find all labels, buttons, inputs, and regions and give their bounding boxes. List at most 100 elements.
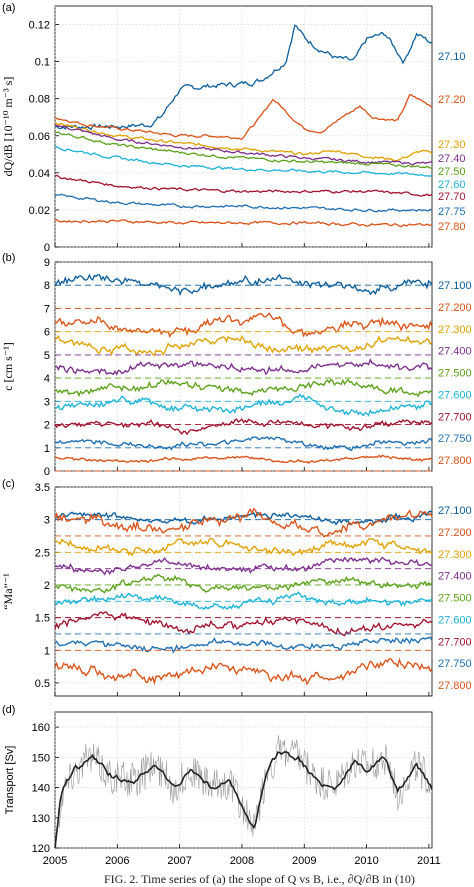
y-tick-label: 6	[44, 327, 50, 339]
series-line-27.70	[54, 174, 433, 197]
legend-label-27.60: 27.600	[438, 389, 472, 401]
series-line-27.60	[54, 145, 433, 177]
series-line-27.80	[54, 657, 433, 686]
y-tick-label: 0	[44, 466, 50, 478]
legend-label-27.60: 27.60	[438, 179, 466, 191]
y-tick-label: 3	[44, 515, 50, 527]
series-line-27.70	[54, 418, 433, 436]
y-tick-label: 2	[44, 420, 50, 432]
x-tick-label: 2010	[354, 855, 378, 867]
legend-label-27.70: 27.70	[438, 191, 466, 203]
panel-d	[54, 711, 433, 849]
legend-label-27.40: 27.40	[438, 153, 466, 165]
y-tick-label: 4	[44, 373, 50, 385]
legend-label-27.40: 27.400	[438, 571, 472, 583]
series-line-27.75	[54, 636, 433, 654]
plot-frame	[54, 5, 433, 248]
panel-label: (b)	[2, 252, 15, 264]
x-tick-label: 2006	[105, 855, 129, 867]
y-tick-label: 3.5	[35, 482, 50, 494]
y-tick-label: 0.04	[29, 168, 50, 180]
series-line-27.60	[55, 393, 433, 417]
y-tick-label: 7	[44, 303, 50, 315]
series-line-27.40	[54, 123, 433, 166]
panel-b	[54, 261, 433, 472]
y-axis-label: dQ/dB [10⁻¹⁰ m⁻³ s]	[1, 77, 15, 177]
series-line-27.20	[54, 93, 433, 141]
legend-label-27.30: 27.300	[438, 324, 472, 336]
y-tick-label: 1.5	[35, 613, 50, 625]
y-tick-label: 0.02	[29, 205, 50, 217]
y-tick-label: 2.5	[35, 547, 50, 559]
y-tick-label: 2	[44, 580, 50, 592]
series-line-27.40	[54, 358, 433, 376]
series-line-27.50	[54, 378, 433, 398]
series-raw-27.70	[54, 417, 433, 435]
series-line-27.10	[54, 24, 433, 131]
series-line-27.20	[54, 312, 433, 339]
series-line-27.40	[54, 556, 433, 576]
series-line-transport	[54, 750, 433, 849]
legend-label-27.75: 27.750	[438, 433, 472, 445]
legend-label-27.60: 27.600	[438, 614, 472, 626]
y-tick-label: 0.1	[35, 57, 50, 69]
legend-label-27.10: 27.100	[438, 280, 472, 292]
y-tick-label: 150	[32, 752, 50, 764]
y-tick-label: 120	[32, 843, 50, 855]
x-tick-label: 2007	[167, 855, 191, 867]
series-line-27.30	[54, 122, 433, 162]
y-tick-label: 160	[32, 722, 50, 734]
x-tick-label: 2008	[230, 855, 254, 867]
series-line-27.80	[54, 454, 433, 464]
panel-c	[54, 486, 433, 697]
series-line-27.10	[54, 510, 433, 526]
series-line-27.50	[54, 131, 433, 170]
y-tick-label: 8	[44, 280, 50, 292]
legend-label-27.80: 27.80	[438, 221, 466, 233]
legend-label-27.50: 27.50	[438, 166, 466, 178]
y-tick-label: 0.08	[29, 94, 50, 106]
plot-frame	[54, 486, 433, 697]
legend-label-27.50: 27.500	[438, 593, 472, 605]
y-tick-label: 1	[44, 645, 50, 657]
legend-label-27.40: 27.400	[438, 346, 472, 358]
legend-label-27.20: 27.20	[438, 94, 466, 106]
panel-label: (c)	[2, 478, 15, 490]
legend-label-27.80: 27.800	[438, 455, 472, 467]
plot-frame	[54, 711, 433, 849]
y-tick-label: 5	[44, 350, 50, 362]
legend-label-27.10: 27.100	[438, 505, 472, 517]
legend-label-27.70: 27.700	[438, 636, 472, 648]
series-line-27.20	[54, 507, 433, 538]
y-axis-label: c [cm s⁻¹]	[1, 342, 15, 391]
y-tick-label: 0.12	[29, 20, 50, 32]
panel-label: (a)	[2, 2, 15, 14]
legend-label-27.30: 27.30	[438, 139, 466, 151]
y-axis-label: “Ma”⁻¹	[1, 573, 15, 610]
y-tick-label: 0.06	[29, 131, 50, 143]
plot-frame	[54, 261, 433, 472]
series-line-27.30	[54, 537, 433, 557]
y-tick-label: 130	[32, 813, 50, 825]
y-tick-label: 9	[44, 257, 50, 269]
series-line-27.60	[54, 591, 433, 610]
legend-label-27.75: 27.75	[438, 206, 466, 218]
y-tick-label: 0.5	[35, 678, 50, 690]
legend-label-27.20: 27.200	[438, 302, 472, 314]
figure-caption: FIG. 2. Time series of (a) the slope of …	[104, 872, 415, 886]
legend-label-27.70: 27.700	[438, 411, 472, 423]
x-tick-label: 2009	[292, 855, 316, 867]
x-tick-label: 2005	[43, 855, 67, 867]
y-tick-label: 0	[44, 242, 50, 254]
series-line-27.30	[54, 334, 433, 357]
series-line-27.80	[54, 219, 433, 228]
y-tick-label: 1	[44, 443, 50, 455]
series-line-27.75	[54, 436, 433, 452]
x-tick-label: 2011	[417, 855, 441, 867]
legend-label-27.80: 27.800	[438, 680, 472, 692]
series-line-27.75	[54, 193, 433, 213]
legend-label-27.30: 27.300	[438, 549, 472, 561]
series-line-27.50	[54, 574, 433, 594]
y-tick-label: 140	[32, 783, 50, 795]
